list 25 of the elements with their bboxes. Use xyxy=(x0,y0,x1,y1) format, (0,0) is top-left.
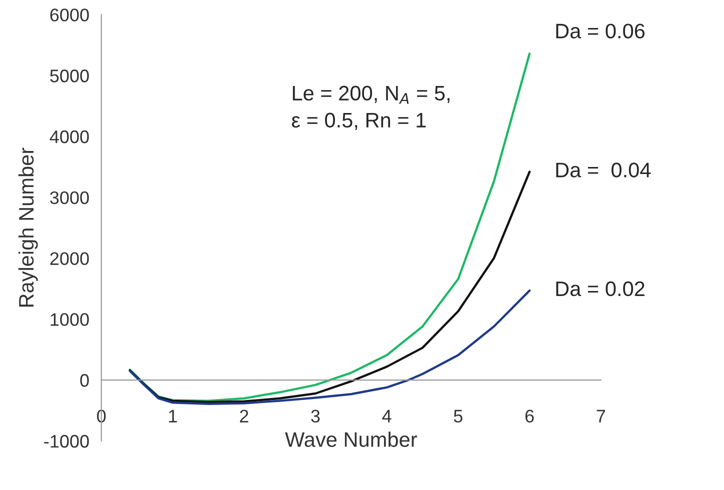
x-tick-label: 0 xyxy=(97,410,106,423)
y-axis-title: Rayleigh Number xyxy=(18,148,38,307)
x-tick-label: 7 xyxy=(596,410,606,422)
x-tick-label: 5 xyxy=(454,410,462,423)
x-tick-label: 2 xyxy=(240,410,248,422)
y-tick-label: 5000 xyxy=(50,70,89,82)
line-series xyxy=(128,170,531,404)
y-tick-label: 2000 xyxy=(50,252,89,266)
y-tick-label: 6000 xyxy=(50,8,89,22)
series-label: Da = 0.02 xyxy=(556,281,644,296)
y-tick-label: 0 xyxy=(80,374,89,387)
annotation: Le = 200, N$_{A}$ = 5, ε = 0.5, Rn = 1 xyxy=(292,86,450,130)
y-tick-label: 4000 xyxy=(50,130,89,144)
x-tick-label: 1 xyxy=(169,410,177,422)
line-series xyxy=(128,289,531,405)
y-tick-label: 1000 xyxy=(50,313,89,326)
series-label: Da = 0.06 xyxy=(556,24,645,38)
y-tick-label: -1000 xyxy=(44,434,89,448)
x-tick-label: 3 xyxy=(311,410,320,423)
y-tick-label: 3000 xyxy=(50,191,89,204)
series-label: Da = 0.04 xyxy=(556,162,651,178)
x-tick-label: 6 xyxy=(525,410,534,423)
x-axis-title: Wave Number xyxy=(285,432,417,447)
line-series xyxy=(128,52,531,402)
x-tick-label: 4 xyxy=(382,410,392,422)
